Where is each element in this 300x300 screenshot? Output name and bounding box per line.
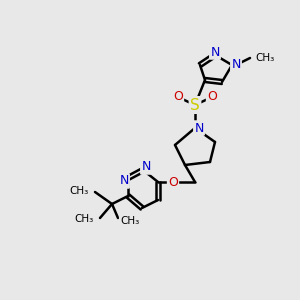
Text: O: O bbox=[207, 91, 217, 103]
Text: O: O bbox=[173, 91, 183, 103]
Text: CH₃: CH₃ bbox=[75, 214, 94, 224]
Text: N: N bbox=[210, 46, 220, 59]
Text: CH₃: CH₃ bbox=[255, 53, 274, 63]
Text: CH₃: CH₃ bbox=[70, 186, 89, 196]
Text: N: N bbox=[194, 122, 204, 134]
Text: N: N bbox=[141, 160, 151, 173]
Text: CH₃: CH₃ bbox=[120, 216, 139, 226]
Text: N: N bbox=[231, 58, 241, 71]
Text: N: N bbox=[119, 175, 129, 188]
Text: S: S bbox=[190, 98, 200, 112]
Text: O: O bbox=[168, 176, 178, 188]
